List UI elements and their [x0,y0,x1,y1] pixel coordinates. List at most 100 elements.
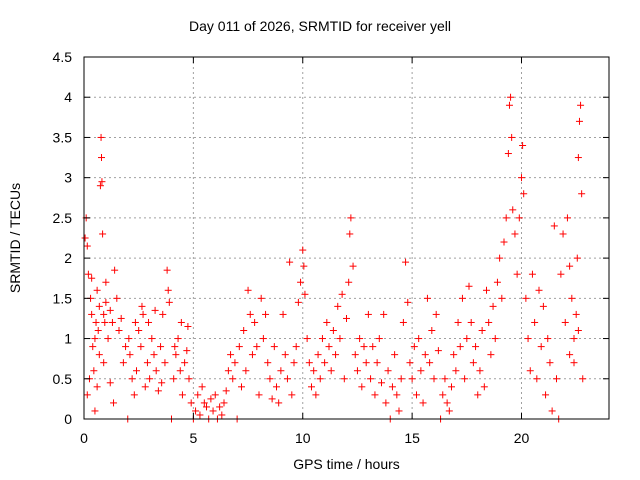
data-point [557,270,565,278]
data-point [161,359,169,367]
data-point [347,214,355,222]
data-point [286,258,294,266]
data-point [502,214,510,222]
data-point [211,391,219,399]
data-point [434,347,442,355]
data-point [95,351,103,359]
data-point [373,359,381,367]
data-point [410,343,418,351]
data-point [242,367,250,375]
data-point [154,387,162,395]
data-point [432,310,440,318]
data-point [218,411,226,419]
data-point [158,379,166,387]
data-point [493,278,501,286]
data-point [146,375,154,383]
data-point [397,375,405,383]
data-point [491,335,499,343]
x-tick-label: 20 [514,430,530,446]
data-point [100,359,108,367]
data-point [200,399,208,407]
data-point [463,335,471,343]
data-point [131,318,139,326]
data-point [90,367,98,375]
data-point [417,367,425,375]
data-point [535,286,543,294]
data-point [544,335,552,343]
data-point [480,383,488,391]
data-point [513,270,521,278]
data-point [257,294,265,302]
data-point [574,154,582,162]
data-points [81,93,587,423]
data-point [91,407,99,415]
data-point [476,367,484,375]
data-point [575,117,583,125]
data-point [251,318,259,326]
data-point [137,343,145,351]
data-point [152,367,160,375]
data-point [572,310,580,318]
data-point [430,375,438,383]
data-point [528,270,536,278]
data-point [83,391,91,399]
data-point [548,407,556,415]
data-point [465,282,473,290]
data-point [100,310,108,318]
data-point [192,407,200,415]
data-point [138,302,146,310]
data-point [526,367,534,375]
data-point [448,383,455,391]
data-point [99,230,107,238]
data-point [91,335,99,343]
data-point [367,375,375,383]
data-point [185,375,193,383]
data-point [559,230,567,238]
data-point [151,306,159,314]
data-point [203,403,210,411]
data-point [133,367,140,375]
data-point [174,335,182,343]
data-point [288,391,296,399]
data-point [102,298,110,306]
data-point [579,375,587,383]
data-point [509,206,517,214]
data-point [489,302,497,310]
data-point [165,298,173,306]
data-point [574,327,582,335]
data-point [371,391,379,399]
data-point [150,351,158,359]
data-point [93,286,101,294]
data-point [273,383,280,391]
data-point [176,367,184,375]
grid-lines [84,57,609,419]
data-point [388,383,396,391]
data-point [343,314,350,322]
data-point [402,258,410,266]
data-point [187,399,195,407]
data-point [259,335,267,343]
data-point [231,359,239,367]
data-point [426,359,434,367]
data-point [128,375,136,383]
data-point [290,359,298,367]
x-tick-label: 5 [189,430,197,446]
data-point [130,391,138,399]
data-point [508,133,516,141]
data-point [93,383,101,391]
y-tick-label: 2.5 [53,210,73,226]
data-point [380,310,388,318]
data-point [346,230,354,238]
data-point [281,351,289,359]
data-point [292,343,300,351]
data-point [515,214,523,222]
data-point [351,351,359,359]
data-point [340,375,348,383]
data-point [164,286,172,294]
data-point [458,294,466,302]
plot-frame [83,56,610,420]
data-point [170,375,178,383]
data-point [222,387,230,395]
y-tick-label: 2 [64,250,72,266]
data-point [101,318,109,326]
